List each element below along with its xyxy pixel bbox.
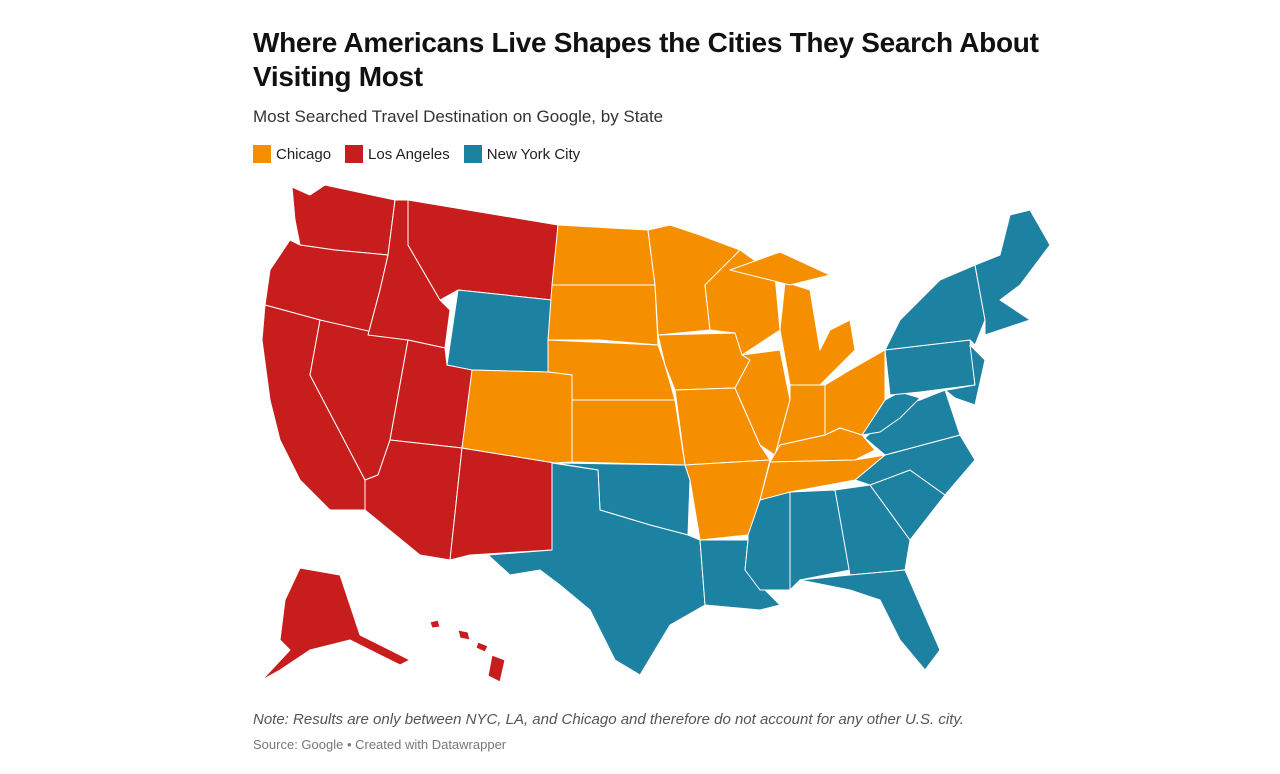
state bbox=[734, 349, 791, 456]
title: Where Americans Live Shapes the Cities T… bbox=[253, 27, 1039, 92]
state bbox=[674, 387, 771, 466]
state bbox=[487, 462, 706, 676]
state bbox=[446, 289, 553, 373]
state bbox=[779, 281, 856, 386]
state bbox=[571, 399, 686, 466]
legend: Chicago Los Angeles New York City bbox=[253, 145, 580, 163]
subtitle: Most Searched Travel Destination on Goog… bbox=[253, 107, 664, 126]
state bbox=[974, 209, 1051, 336]
state bbox=[457, 629, 471, 641]
state bbox=[261, 567, 411, 681]
state bbox=[789, 489, 851, 591]
state bbox=[919, 344, 986, 406]
state bbox=[475, 641, 489, 653]
state bbox=[729, 251, 831, 286]
legend-item: Los Angeles bbox=[345, 145, 450, 163]
state bbox=[429, 619, 441, 629]
state bbox=[487, 654, 506, 683]
legend-label: Los Angeles bbox=[368, 145, 450, 163]
legend-swatch bbox=[463, 145, 482, 163]
state bbox=[551, 224, 656, 286]
legend-label: New York City bbox=[486, 145, 581, 163]
map bbox=[261, 184, 1051, 683]
legend-item: New York City bbox=[463, 145, 581, 163]
legend-item: Chicago bbox=[253, 145, 331, 163]
state bbox=[291, 184, 396, 256]
state bbox=[684, 459, 771, 541]
state bbox=[834, 484, 911, 576]
source: Source: Google • Created with Datawrappe… bbox=[253, 737, 507, 752]
legend-swatch bbox=[345, 145, 364, 163]
state bbox=[547, 284, 659, 346]
legend-swatch bbox=[253, 145, 271, 163]
state bbox=[657, 332, 751, 391]
note: Note: Results are only between NYC, LA, … bbox=[253, 711, 964, 728]
legend-label: Chicago bbox=[276, 145, 332, 163]
state bbox=[461, 369, 573, 464]
state bbox=[759, 454, 886, 501]
state bbox=[884, 264, 986, 351]
state bbox=[449, 447, 556, 561]
state bbox=[799, 569, 941, 671]
